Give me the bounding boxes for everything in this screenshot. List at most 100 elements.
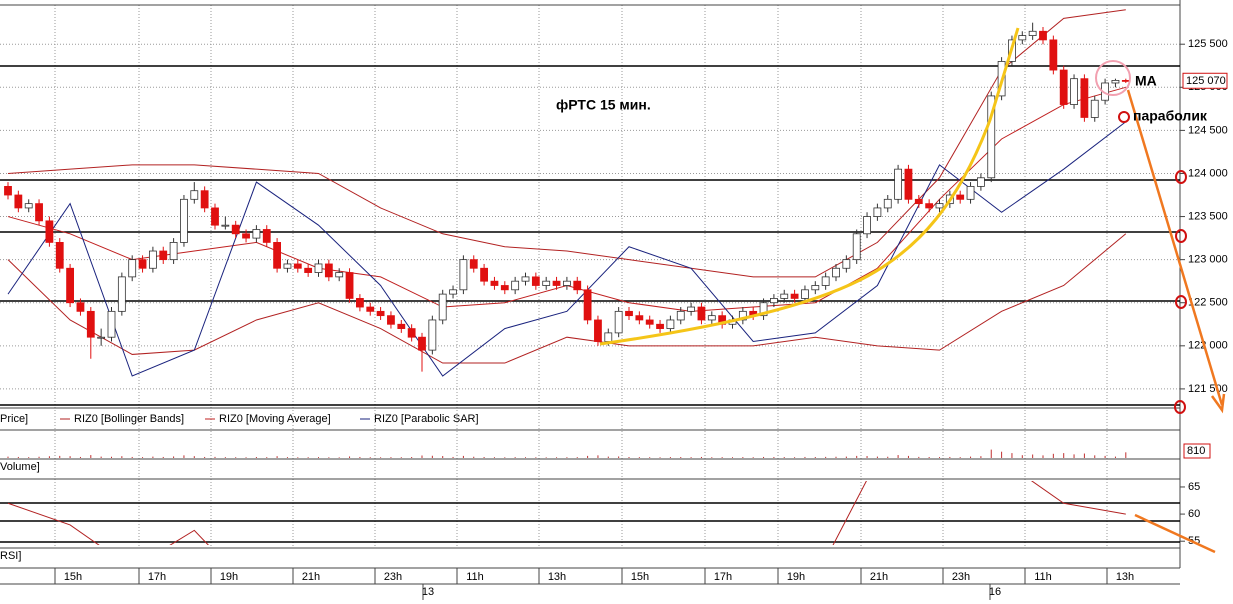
y-tick-label: 123 500 xyxy=(1188,210,1228,222)
x-tick-label: 13h xyxy=(1116,571,1134,583)
candle-body xyxy=(811,285,820,291)
candle-body xyxy=(45,220,54,243)
volume-label: 810 xyxy=(1187,445,1205,457)
indicator-line xyxy=(7,121,1127,377)
candle-body xyxy=(490,280,499,286)
annotation-title: фРТС 15 мин. xyxy=(556,97,651,113)
candle-body xyxy=(542,280,551,286)
arrow-head xyxy=(1210,393,1226,414)
x-tick-label: 11h xyxy=(466,571,484,583)
target-mark xyxy=(1174,400,1186,414)
candle-body xyxy=(1039,30,1047,41)
candle-body xyxy=(345,272,354,299)
candle-body xyxy=(883,198,892,209)
candle-body xyxy=(790,293,799,299)
candle-body xyxy=(1121,80,1130,82)
candle-body xyxy=(1059,69,1068,105)
last-price-label: 125 070 xyxy=(1186,75,1226,87)
candle-body xyxy=(252,229,261,239)
candle-body xyxy=(148,250,157,269)
x-tick-label: 15h xyxy=(631,571,649,583)
candle-body xyxy=(273,242,282,269)
candle-body xyxy=(801,289,809,299)
panel-label: RSI] xyxy=(0,550,21,562)
candle-body xyxy=(469,259,478,269)
candle-body xyxy=(397,323,406,329)
candle-body xyxy=(687,306,695,312)
candle-body xyxy=(956,194,965,200)
x-tick-label: 23h xyxy=(384,571,402,583)
target-mark xyxy=(1118,111,1130,123)
candle-body xyxy=(169,242,178,261)
legend-label: RIZ0 [Parabolic SAR] xyxy=(374,413,479,425)
candle-body xyxy=(190,190,199,200)
forecast-arrow xyxy=(1134,513,1216,554)
candle-body xyxy=(304,267,313,273)
candle-body xyxy=(583,289,592,321)
candle-body xyxy=(262,229,271,243)
candle-body xyxy=(480,267,489,282)
candle-body xyxy=(97,336,106,339)
candle-body xyxy=(500,285,509,291)
candle-body xyxy=(418,336,426,351)
volume-label-box xyxy=(1183,443,1211,459)
candle-body xyxy=(821,276,830,286)
target-mark xyxy=(1175,229,1187,243)
candle-body xyxy=(211,207,219,226)
candle-body xyxy=(770,298,778,304)
candle-body xyxy=(221,224,230,227)
x-tick-label: 11h xyxy=(1034,571,1052,583)
level-lines xyxy=(0,65,1180,543)
target-mark xyxy=(1175,295,1187,309)
x-tick-label: 19h xyxy=(220,571,238,583)
candle-body xyxy=(459,259,468,291)
panel-label: Volume] xyxy=(0,461,40,473)
candle-body xyxy=(449,289,457,295)
candle-body xyxy=(314,263,323,273)
x-tick-label: 13h xyxy=(548,571,566,583)
candle-body xyxy=(521,276,530,282)
candle-body xyxy=(697,306,706,321)
candle-body xyxy=(656,323,664,329)
x-tick-label: 17h xyxy=(714,571,732,583)
candle-body xyxy=(138,259,147,269)
y-tick-label: 123 000 xyxy=(1188,254,1228,266)
candle-body xyxy=(511,280,520,291)
candle-body xyxy=(1028,30,1037,36)
rsi-tick-label: 65 xyxy=(1188,481,1200,493)
candle-body xyxy=(1049,39,1058,71)
rsi-line xyxy=(7,481,1126,545)
candle-body xyxy=(904,168,913,200)
trend-curve xyxy=(599,27,1020,346)
x-tick-label: 17h xyxy=(148,571,166,583)
candle-body xyxy=(24,203,33,209)
candle-body xyxy=(852,233,861,261)
y-tick-label: 121 500 xyxy=(1188,383,1228,395)
date-label: 16 xyxy=(989,586,1001,598)
forecast-arrow xyxy=(1126,89,1224,406)
candle-body xyxy=(66,267,74,304)
candle-body xyxy=(563,280,571,286)
candle-body xyxy=(759,302,768,317)
candle-body xyxy=(242,233,250,239)
candle-body xyxy=(428,319,437,351)
candle-body xyxy=(107,310,116,338)
legend-label: RIZ0 [Bollinger Bands] xyxy=(74,413,184,425)
candle-body xyxy=(55,242,64,269)
panel-label: Price] xyxy=(0,413,28,425)
candle-body xyxy=(1090,99,1099,118)
candle-body xyxy=(594,319,602,342)
last-price-box xyxy=(1182,72,1228,89)
candle-body xyxy=(76,302,85,312)
candle-body xyxy=(1080,78,1089,118)
x-tick-label: 21h xyxy=(870,571,888,583)
candle-body xyxy=(86,310,95,338)
candle-body xyxy=(14,194,23,209)
annotation-sar: параболик xyxy=(1133,108,1208,124)
candle-body xyxy=(935,203,944,209)
candle-body xyxy=(832,267,840,278)
candle-body xyxy=(128,259,137,278)
x-tick-label: 19h xyxy=(787,571,805,583)
y-tick-label: 125 500 xyxy=(1188,38,1228,50)
